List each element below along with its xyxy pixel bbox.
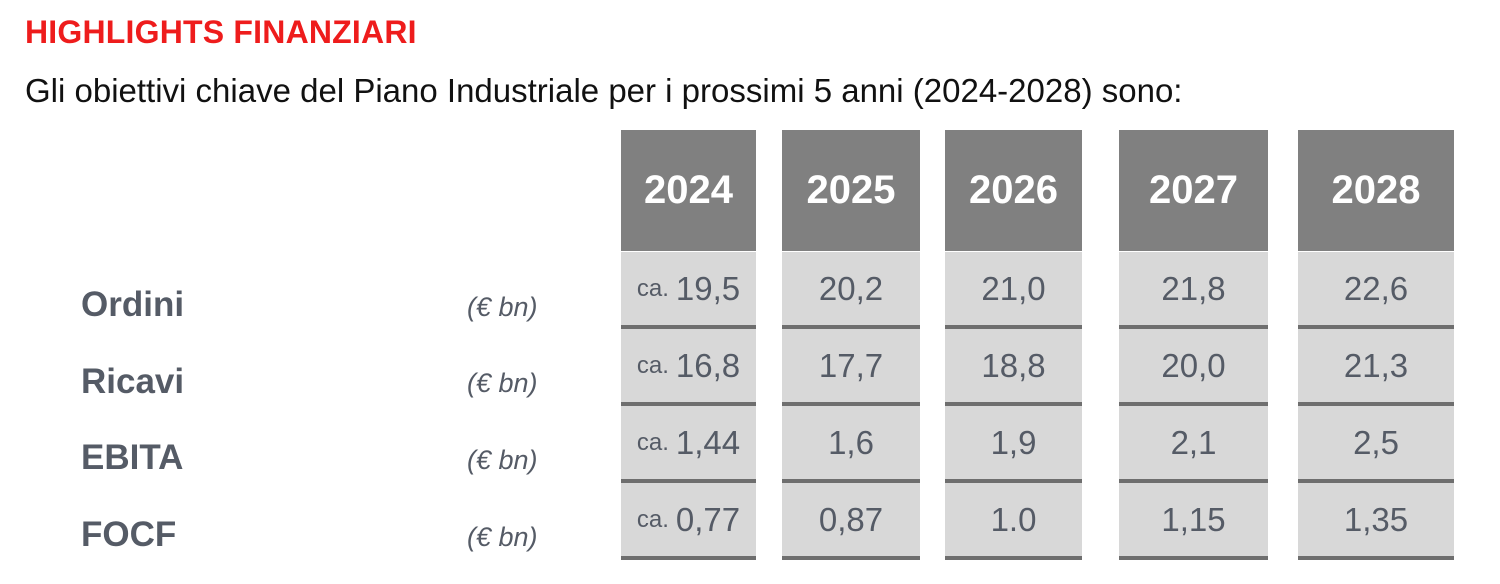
- cell-value: 17,7: [818, 346, 884, 384]
- cell-value: 0,87: [818, 500, 884, 538]
- row-unit: (€ bn): [467, 445, 538, 475]
- table-cell: 22,6: [1298, 252, 1454, 329]
- approx-prefix: ca.: [636, 351, 669, 379]
- table-cell: 0,87: [782, 483, 920, 560]
- table-cell: 20,2: [782, 252, 920, 329]
- table-cell: 1.0: [945, 483, 1082, 560]
- cell-value: 21,3: [1343, 346, 1409, 384]
- cell-value: 1,6: [828, 423, 874, 461]
- column-header-year: 2028: [1298, 130, 1454, 251]
- table-cell: 17,7: [782, 329, 920, 406]
- table-cell: 1,9: [945, 406, 1082, 483]
- table-cell: 21,0: [945, 252, 1082, 329]
- column-header-year: 2025: [782, 130, 920, 251]
- cell-value: 16,8: [675, 346, 741, 384]
- column-header-year: 2026: [945, 130, 1082, 251]
- cell-value: 2,5: [1353, 423, 1399, 461]
- table-cell: 1,15: [1119, 483, 1268, 560]
- table-cell: 21,8: [1119, 252, 1268, 329]
- row-unit: (€ bn): [467, 292, 538, 322]
- table-cell: 1,6: [782, 406, 920, 483]
- intro-text: Gli obiettivi chiave del Piano Industria…: [25, 72, 1183, 109]
- approx-prefix: ca.: [636, 428, 669, 456]
- cell-value: 1,9: [990, 423, 1037, 461]
- table-cell: ca. 0,77: [621, 483, 756, 560]
- cell-value: 1,44: [675, 423, 741, 461]
- page-heading: HIGHLIGHTS FINANZIARI: [25, 14, 417, 50]
- approx-prefix: ca.: [636, 505, 669, 533]
- column-header-year: 2027: [1119, 130, 1268, 251]
- row-label: Ricavi: [81, 362, 185, 401]
- table-cell: 2,5: [1298, 406, 1454, 483]
- row-label: FOCF: [81, 515, 177, 554]
- cell-value: 18,8: [981, 346, 1046, 384]
- row-label: Ordini: [81, 285, 185, 324]
- cell-value: 1,35: [1343, 500, 1409, 538]
- cell-value: 1.0: [990, 500, 1037, 538]
- cell-value: 20,2: [818, 269, 884, 307]
- row-unit: (€ bn): [467, 522, 538, 552]
- cell-value: 22,6: [1343, 269, 1409, 307]
- row-label: EBITA: [81, 438, 184, 477]
- approx-prefix: ca.: [636, 274, 669, 302]
- row-unit: (€ bn): [467, 368, 538, 398]
- cell-value: 21,0: [981, 269, 1046, 307]
- cell-value: 1,15: [1161, 500, 1226, 538]
- table-cell: ca. 16,8: [621, 329, 756, 406]
- table-cell: 21,3: [1298, 329, 1454, 406]
- table-cell: 20,0: [1119, 329, 1268, 406]
- cell-value: 2,1: [1170, 423, 1217, 461]
- table-cell: 2,1: [1119, 406, 1268, 483]
- cell-value: 19,5: [675, 269, 741, 307]
- column-header-year: 2024: [621, 130, 756, 251]
- table-cell: ca. 1,44: [621, 406, 756, 483]
- table-cell: 1,35: [1298, 483, 1454, 560]
- cell-value: 21,8: [1161, 269, 1226, 307]
- cell-value: 20,0: [1161, 346, 1226, 384]
- table-cell: 18,8: [945, 329, 1082, 406]
- table-cell: ca. 19,5: [621, 252, 756, 329]
- cell-value: 0,77: [675, 500, 741, 538]
